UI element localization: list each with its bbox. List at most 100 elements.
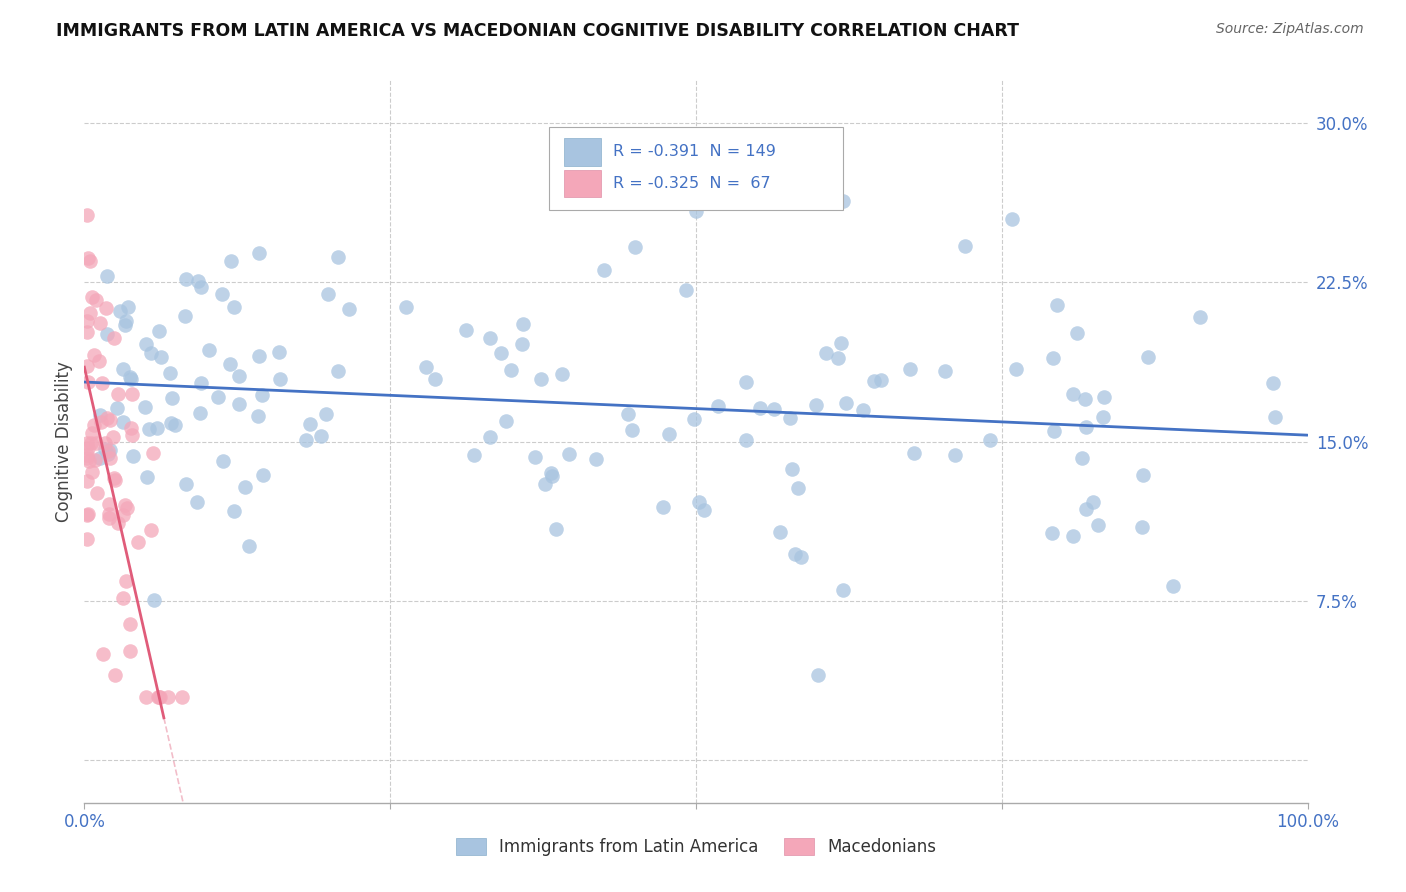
Point <box>1040 526 1063 541</box>
Point <box>675 283 697 297</box>
Point <box>120 370 142 384</box>
Point <box>228 369 250 384</box>
Point <box>148 324 170 338</box>
Point <box>1132 467 1154 482</box>
Point <box>250 388 273 402</box>
Point <box>76 208 98 222</box>
Point <box>97 507 120 521</box>
Point <box>541 469 564 483</box>
Point <box>593 263 616 277</box>
Point <box>534 477 557 491</box>
Point <box>337 301 360 316</box>
Point <box>748 401 770 415</box>
Point <box>558 446 581 460</box>
Point <box>953 239 976 253</box>
Point <box>76 474 98 488</box>
Point <box>425 372 447 386</box>
Point <box>115 501 138 516</box>
Point <box>903 446 925 460</box>
Point <box>326 364 349 378</box>
Point <box>785 547 807 561</box>
Point <box>489 346 512 360</box>
Point <box>117 301 139 315</box>
Bar <box>564 169 600 197</box>
Point <box>1161 579 1184 593</box>
Point <box>806 398 828 412</box>
Point <box>98 511 121 525</box>
Point <box>121 387 143 401</box>
Point <box>735 434 758 448</box>
Point <box>238 539 260 553</box>
Point <box>79 254 101 268</box>
Point <box>295 434 318 448</box>
Point <box>148 690 170 704</box>
Point <box>76 326 98 340</box>
Point <box>1136 350 1159 364</box>
Point <box>90 376 112 390</box>
Point <box>174 476 197 491</box>
Point <box>979 434 1001 448</box>
Point <box>104 473 127 487</box>
Point <box>1261 376 1284 391</box>
Point <box>620 423 643 437</box>
FancyBboxPatch shape <box>550 128 842 211</box>
Point <box>807 668 830 682</box>
Point <box>96 411 118 425</box>
Point <box>84 452 107 467</box>
Text: R = -0.325  N =  67: R = -0.325 N = 67 <box>613 176 770 191</box>
Point <box>122 449 145 463</box>
Point <box>463 448 485 462</box>
Point <box>298 417 321 431</box>
Point <box>395 301 418 315</box>
Point <box>219 357 242 371</box>
Point <box>1076 420 1098 434</box>
Point <box>76 314 98 328</box>
Point <box>197 343 219 357</box>
Point <box>79 454 101 468</box>
Point <box>112 591 135 606</box>
Point <box>267 344 290 359</box>
Point <box>138 422 160 436</box>
Point <box>735 375 758 389</box>
Point <box>830 336 852 351</box>
Point <box>1073 392 1095 406</box>
Point <box>1066 326 1088 340</box>
Point <box>415 360 437 375</box>
Point <box>80 436 103 450</box>
Point <box>114 318 136 332</box>
Point <box>100 412 122 426</box>
Point <box>112 508 135 522</box>
Point <box>76 251 98 265</box>
Point <box>316 287 339 301</box>
Point <box>112 362 135 376</box>
Point <box>707 399 730 413</box>
Point <box>212 454 235 468</box>
Point <box>76 441 98 455</box>
Point <box>786 481 808 495</box>
Point <box>97 444 120 458</box>
Point <box>80 465 103 479</box>
Point <box>96 269 118 284</box>
Point <box>546 523 568 537</box>
Point <box>1042 424 1064 438</box>
Point <box>139 524 162 538</box>
Point <box>1062 529 1084 543</box>
Point <box>127 535 149 549</box>
Point <box>934 364 956 378</box>
Point <box>831 583 853 598</box>
Point <box>86 485 108 500</box>
Point <box>652 500 675 514</box>
Point <box>252 468 274 483</box>
Point <box>1074 502 1097 516</box>
Text: R = -0.391  N = 149: R = -0.391 N = 149 <box>613 145 776 160</box>
Point <box>135 469 157 483</box>
Point <box>76 359 98 374</box>
Point <box>315 408 337 422</box>
Bar <box>564 138 600 166</box>
Point <box>76 532 98 546</box>
Point <box>76 450 98 465</box>
Point <box>512 317 534 331</box>
Point <box>94 301 117 315</box>
Point <box>172 690 194 704</box>
Point <box>146 690 169 704</box>
